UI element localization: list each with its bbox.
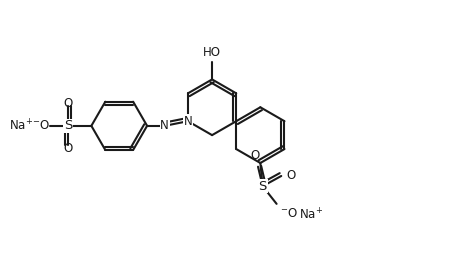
Text: $^{-}$O: $^{-}$O xyxy=(280,207,298,220)
Text: Na$^{+}$: Na$^{+}$ xyxy=(299,207,323,223)
Text: O: O xyxy=(286,169,295,182)
Text: O: O xyxy=(64,97,73,110)
Text: HO: HO xyxy=(203,46,221,59)
Text: Na$^{+}$: Na$^{+}$ xyxy=(9,118,33,134)
Text: O: O xyxy=(64,142,73,155)
Text: $^{-}$O: $^{-}$O xyxy=(32,119,50,132)
Text: O: O xyxy=(251,149,260,162)
Text: N: N xyxy=(160,119,169,132)
Text: S: S xyxy=(64,119,73,132)
Text: S: S xyxy=(258,180,267,193)
Text: N: N xyxy=(183,115,192,128)
